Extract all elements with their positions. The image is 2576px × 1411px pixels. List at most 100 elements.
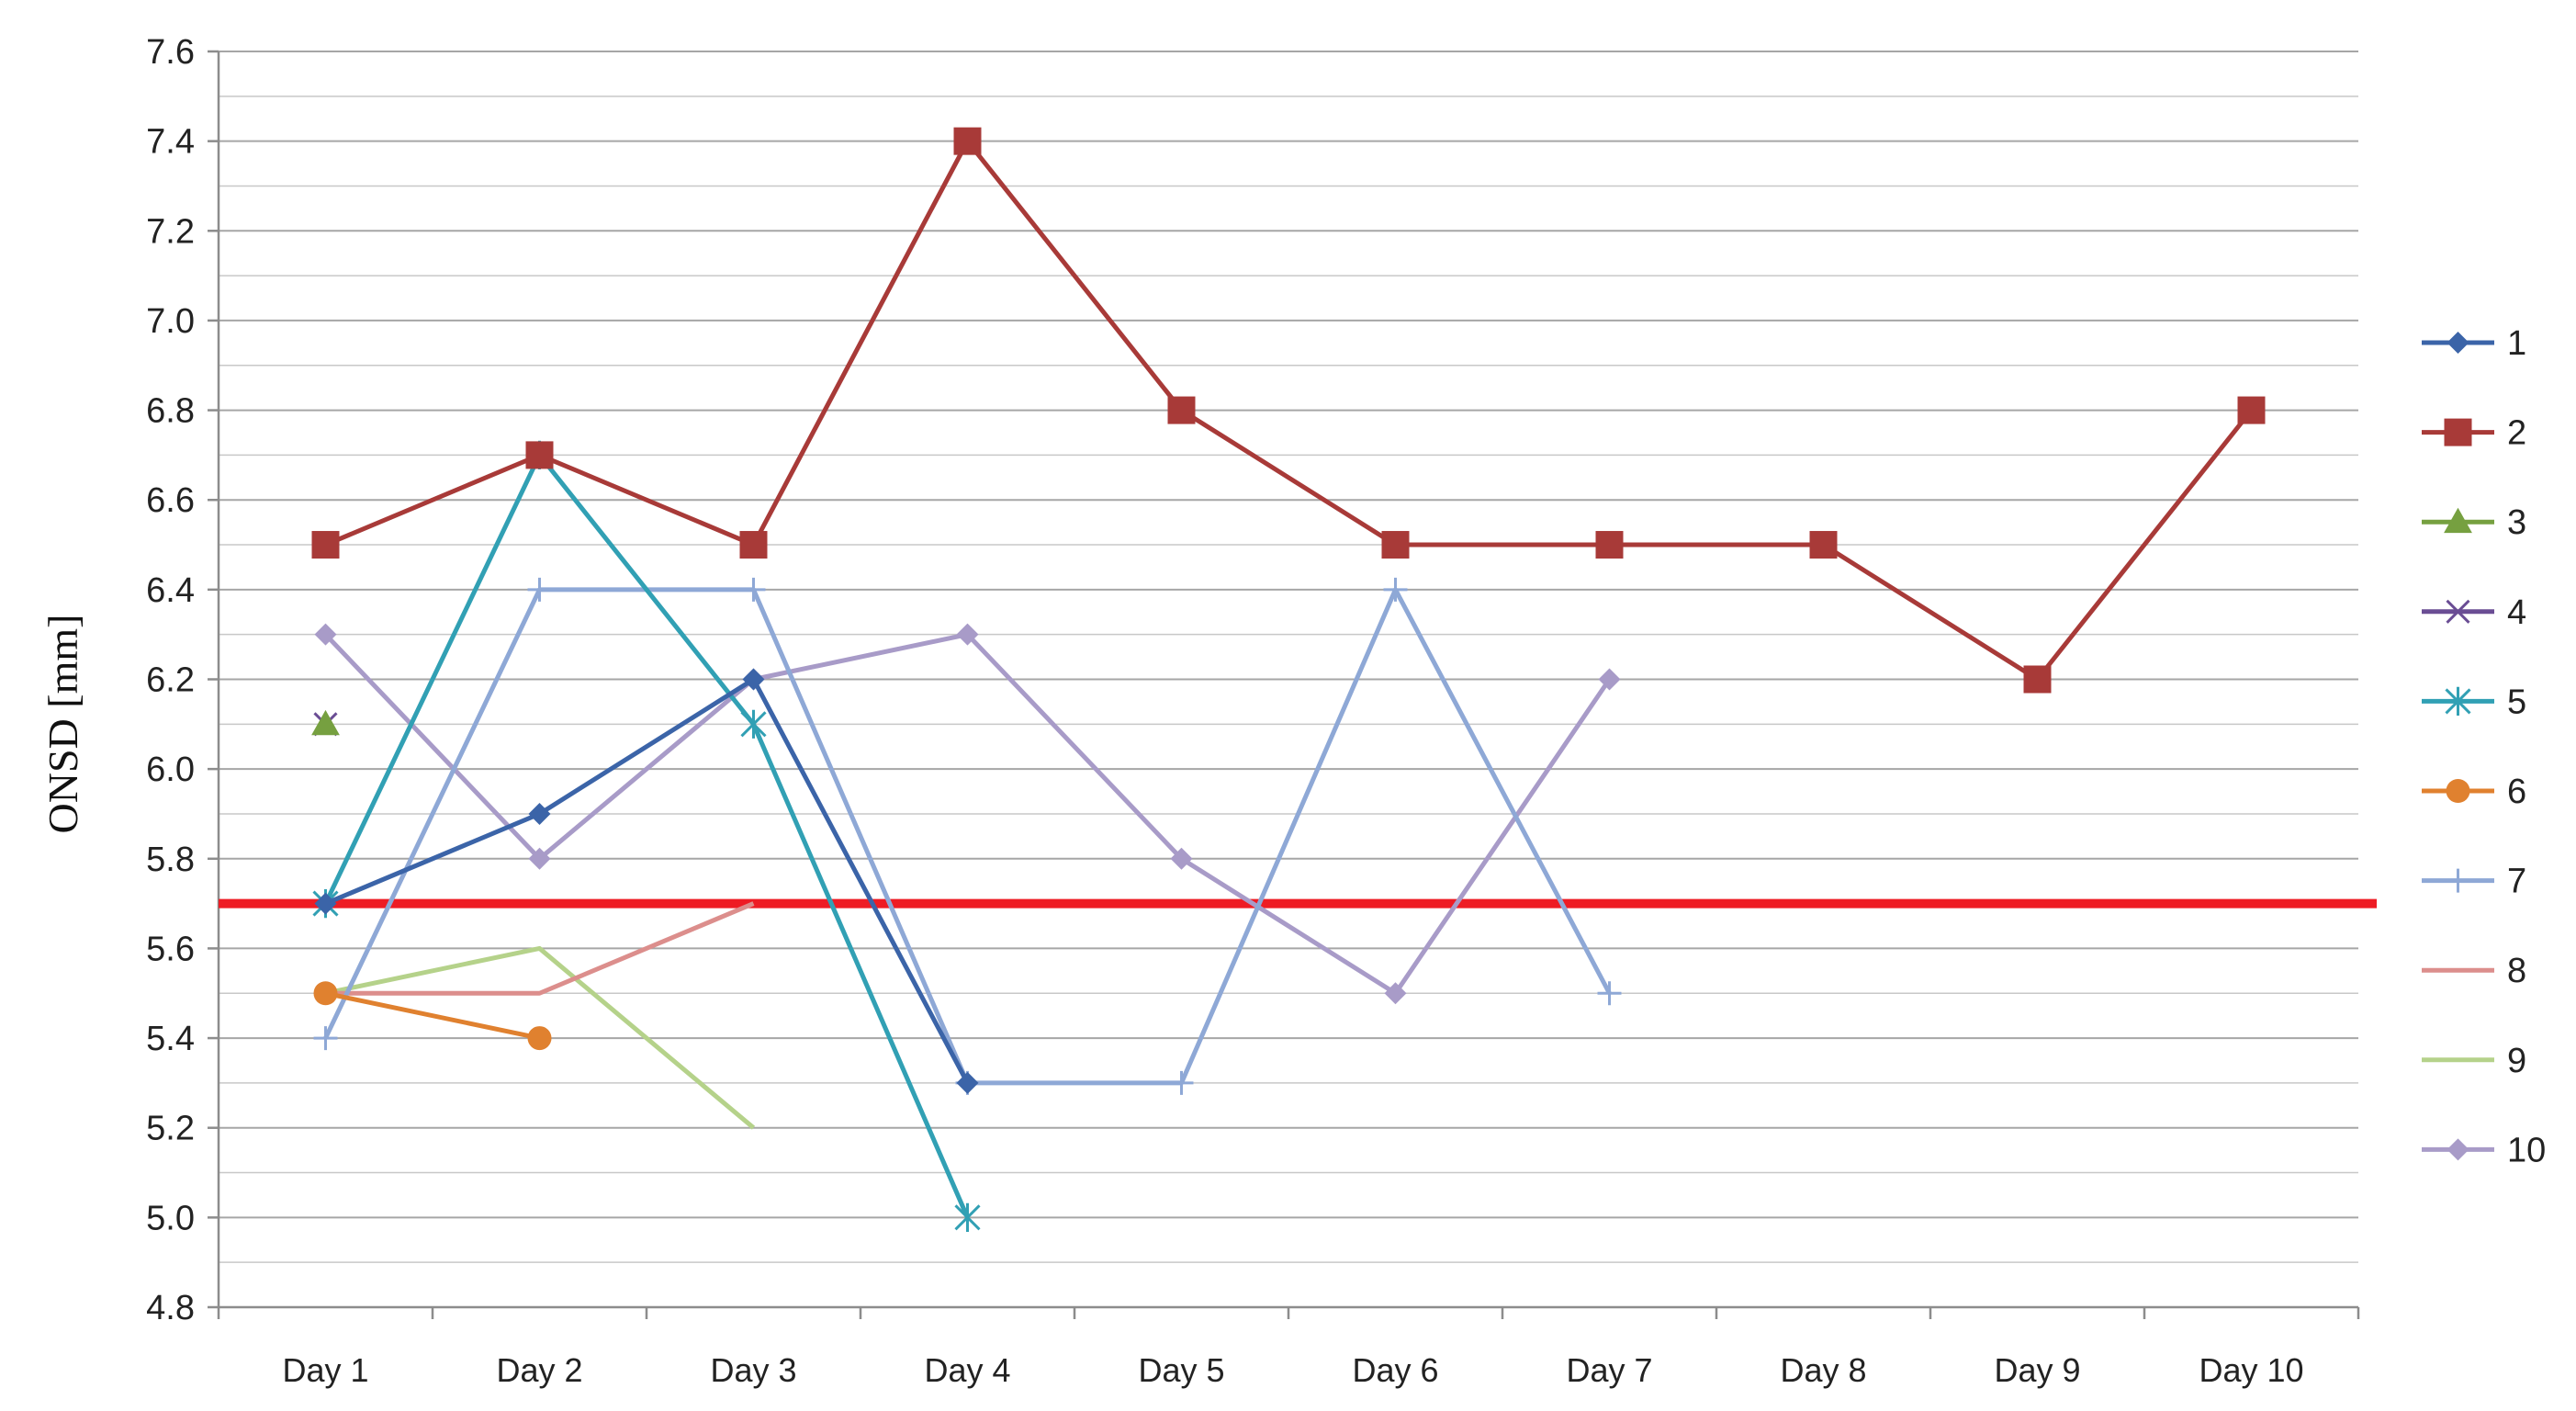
y-tick-label: 4.8 bbox=[146, 1289, 195, 1327]
data-point bbox=[953, 127, 982, 155]
legend-item-1: 1 bbox=[2422, 324, 2526, 363]
data-point bbox=[2444, 507, 2472, 534]
legend-item-10: 10 bbox=[2422, 1131, 2546, 1169]
data-point bbox=[311, 709, 340, 736]
data-point bbox=[1170, 847, 1193, 870]
data-point bbox=[2447, 332, 2469, 354]
series-8 bbox=[325, 901, 755, 996]
data-point bbox=[739, 531, 768, 559]
legend-item-5: 5 bbox=[2422, 683, 2526, 721]
x-tick-label: Day 5 bbox=[1138, 1351, 1224, 1389]
legend-label: 7 bbox=[2507, 863, 2526, 901]
x-tick-label: Day 10 bbox=[2199, 1351, 2303, 1389]
legend-item-3: 3 bbox=[2422, 503, 2526, 542]
y-tick-label: 6.6 bbox=[146, 481, 195, 520]
data-point bbox=[2446, 779, 2470, 803]
data-point bbox=[314, 892, 337, 915]
data-point bbox=[956, 1071, 979, 1094]
data-point bbox=[956, 623, 979, 646]
x-tick-label: Day 7 bbox=[1566, 1351, 1652, 1389]
x-tick-label: Day 8 bbox=[1780, 1351, 1866, 1389]
x-tick-label: Day 4 bbox=[924, 1351, 1010, 1389]
data-point bbox=[742, 668, 765, 691]
y-tick-label: 5.4 bbox=[146, 1020, 195, 1058]
y-tick-label: 6.0 bbox=[146, 751, 195, 789]
data-point bbox=[2447, 1138, 2469, 1161]
y-tick-label: 5.0 bbox=[146, 1199, 195, 1237]
series-line-5 bbox=[323, 452, 970, 1219]
y-tick-label: 7.4 bbox=[146, 123, 195, 162]
data-point bbox=[1167, 396, 1196, 424]
legend-label: 9 bbox=[2507, 1042, 2526, 1080]
legend-item-7: 7 bbox=[2422, 863, 2526, 901]
legend-item-6: 6 bbox=[2422, 773, 2526, 811]
series-line-9 bbox=[324, 945, 756, 1130]
data-point bbox=[2446, 599, 2470, 624]
data-point bbox=[1598, 668, 1621, 691]
data-point bbox=[314, 623, 337, 646]
x-tick-label: Day 3 bbox=[710, 1351, 796, 1389]
data-point bbox=[2237, 396, 2266, 424]
y-tick-label: 5.8 bbox=[146, 841, 195, 879]
legend-item-2: 2 bbox=[2422, 414, 2526, 453]
y-tick-label: 7.6 bbox=[146, 33, 195, 72]
data-point bbox=[1383, 577, 1408, 602]
data-point bbox=[311, 531, 340, 559]
data-point bbox=[2445, 686, 2471, 716]
data-point bbox=[2023, 665, 2052, 694]
legend-item-8: 8 bbox=[2422, 952, 2526, 990]
data-point bbox=[313, 1026, 338, 1051]
x-tick-label: Day 2 bbox=[496, 1351, 582, 1389]
data-point bbox=[525, 441, 554, 469]
series-3 bbox=[311, 709, 340, 736]
axes: 4.8 5.0 5.2 5.4 5.6 5.8 6.0 6.2 6.4 6.6 6.8 7.0 7.2 7… bbox=[146, 33, 2360, 1389]
y-tick-label: 6.8 bbox=[146, 392, 195, 431]
y-tick-label: 5.6 bbox=[146, 930, 195, 968]
y-tick-label: 7.2 bbox=[146, 212, 195, 251]
legend-item-9: 9 bbox=[2422, 1042, 2526, 1080]
legend-label: 4 bbox=[2507, 593, 2526, 632]
data-point bbox=[1595, 531, 1624, 559]
x-tick-label: Day 6 bbox=[1352, 1351, 1438, 1389]
data-point bbox=[528, 847, 551, 870]
data-point bbox=[2446, 868, 2470, 893]
legend-label: 2 bbox=[2507, 414, 2526, 453]
data-point bbox=[527, 1026, 552, 1051]
series-6 bbox=[313, 981, 552, 1051]
data-point bbox=[528, 802, 551, 825]
x-tick-label: Day 9 bbox=[1994, 1351, 2080, 1389]
series-line-1 bbox=[324, 677, 970, 1085]
y-tick-label: 6.4 bbox=[146, 571, 195, 610]
legend-item-4: 4 bbox=[2422, 593, 2526, 632]
legend-label: 1 bbox=[2507, 324, 2526, 363]
data-point bbox=[313, 981, 338, 1006]
data-point bbox=[2444, 418, 2472, 446]
data-point bbox=[1597, 981, 1622, 1006]
legend-label: 8 bbox=[2507, 952, 2526, 990]
data-point bbox=[740, 709, 767, 739]
y-tick-label: 7.0 bbox=[146, 302, 195, 341]
data-point bbox=[954, 1202, 981, 1232]
data-point bbox=[527, 577, 552, 602]
data-point bbox=[1384, 982, 1407, 1005]
series-2 bbox=[311, 127, 2266, 694]
series-9 bbox=[324, 945, 756, 1130]
legend-label: 5 bbox=[2507, 683, 2526, 721]
data-point bbox=[1809, 531, 1838, 559]
series-1 bbox=[314, 668, 979, 1094]
x-tick-label: Day 1 bbox=[282, 1351, 368, 1389]
y-tick-label: 6.2 bbox=[146, 661, 195, 700]
series-line-6 bbox=[324, 990, 541, 1041]
legend-label: 10 bbox=[2507, 1131, 2546, 1169]
legend-label: 3 bbox=[2507, 503, 2526, 542]
gridlines bbox=[219, 51, 2358, 1263]
legend: 1 2 3 4 5 6 7 8 9 10 bbox=[2422, 324, 2546, 1169]
series-group bbox=[311, 127, 2266, 1232]
legend-label: 6 bbox=[2507, 773, 2526, 811]
data-point bbox=[1381, 531, 1410, 559]
series-line-2 bbox=[324, 139, 2254, 682]
data-point bbox=[1169, 1070, 1194, 1095]
